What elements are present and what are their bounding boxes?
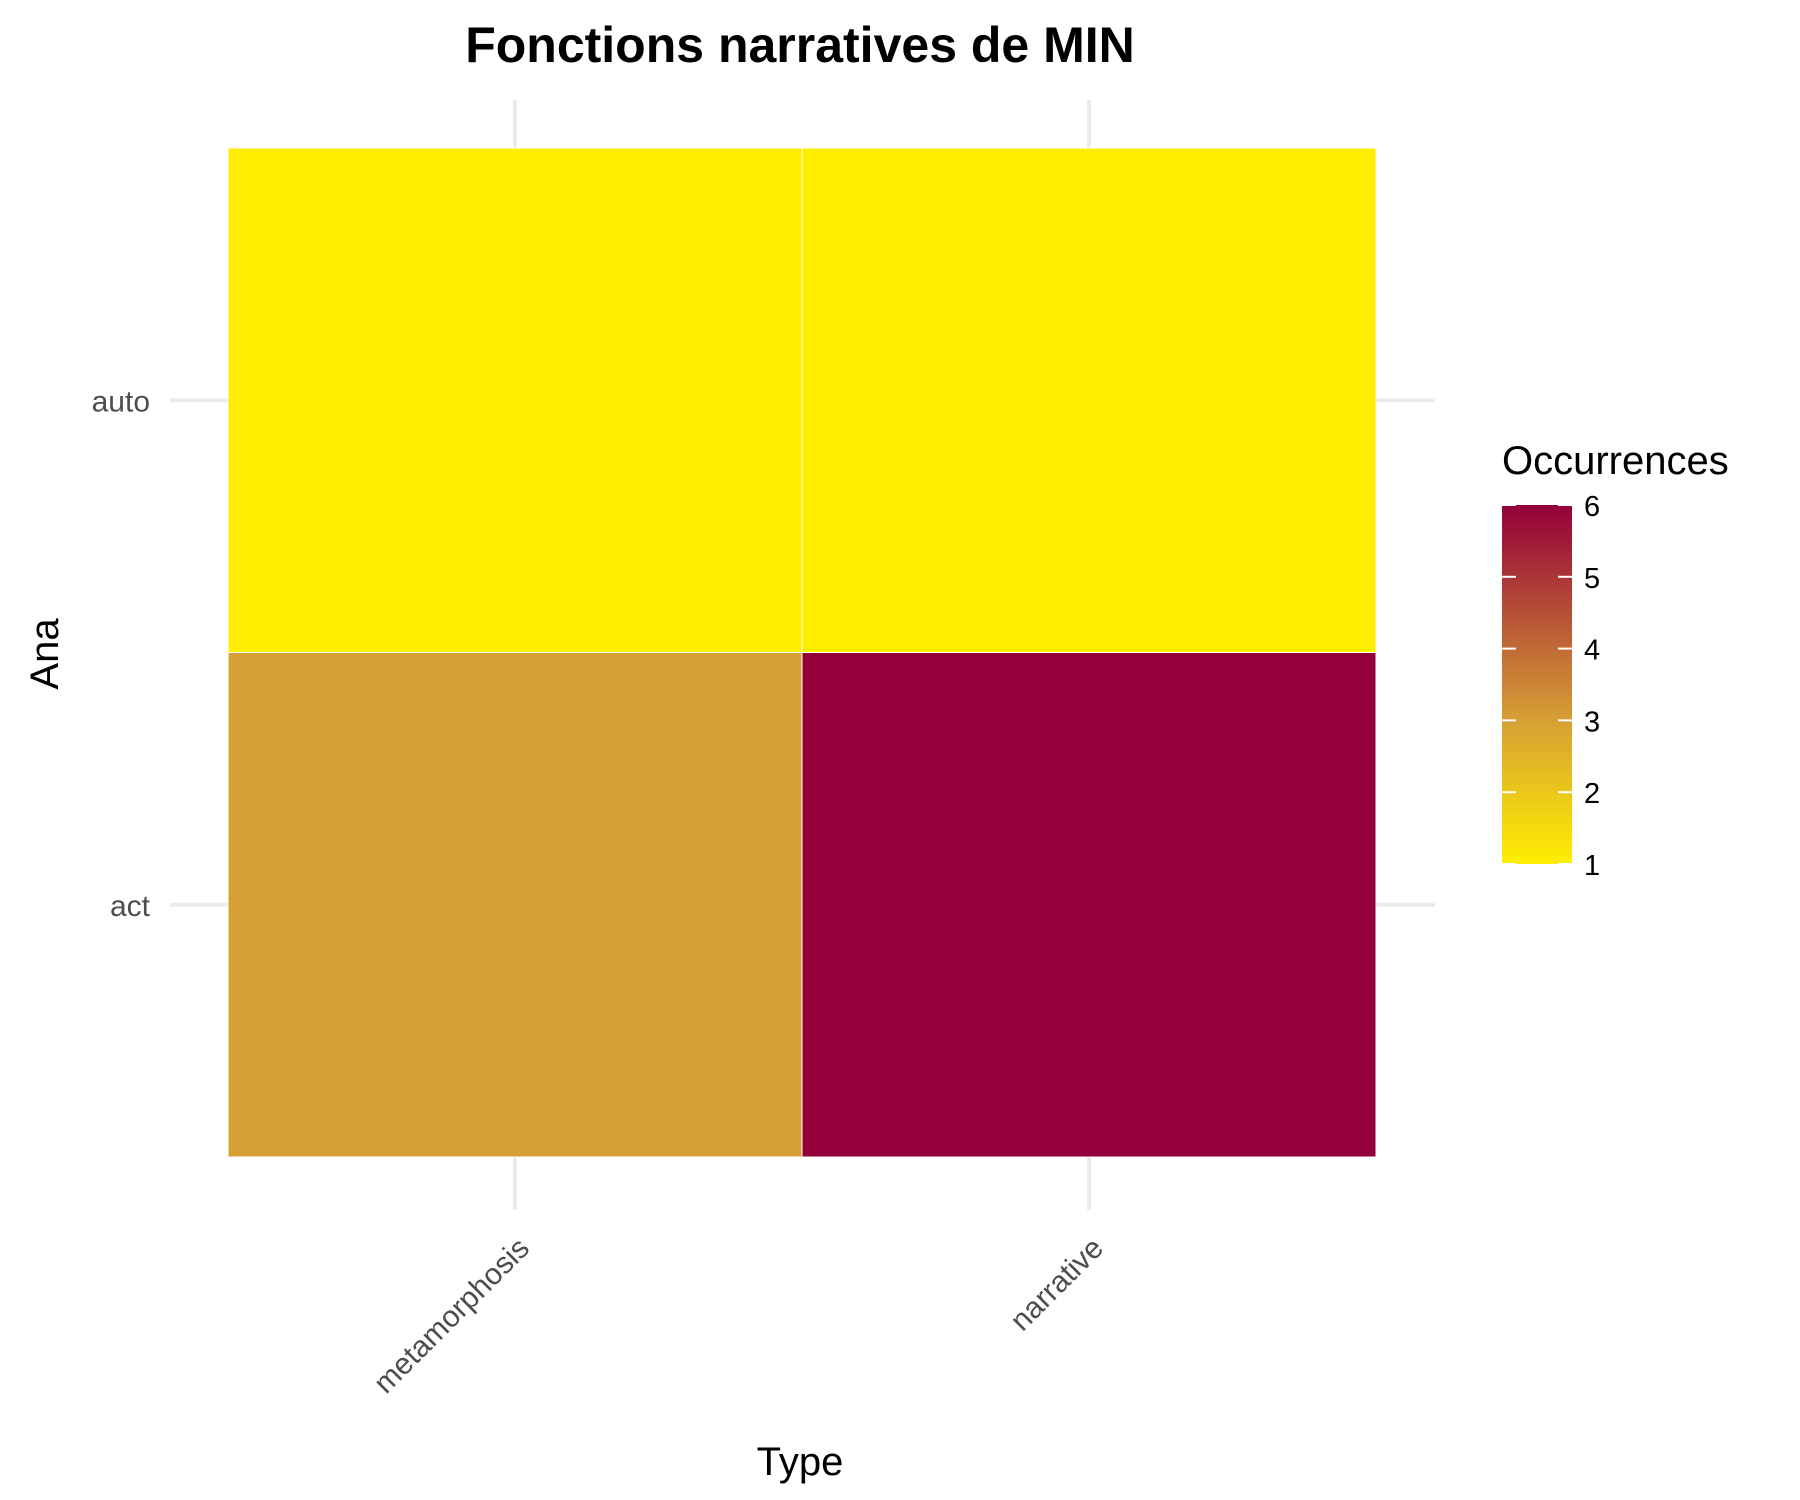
- heatmap-cell-metamorphosis-auto: [227, 147, 803, 653]
- x-tick-label: narrative: [1004, 1232, 1110, 1338]
- legend-tick-label: 2: [1584, 778, 1600, 810]
- chart-title: Fonctions narratives de MIN: [465, 17, 1135, 73]
- legend-tick-label: 3: [1584, 706, 1600, 738]
- y-tick-label: act: [110, 890, 151, 923]
- y-axis-title: Ana: [23, 618, 67, 690]
- color-legend: Occurrences 1 2 3 4 5 6: [1502, 439, 1729, 882]
- legend-tick-label: 6: [1584, 491, 1600, 523]
- heatmap-cell-narrative-auto: [801, 147, 1377, 653]
- y-tick-label: auto: [92, 385, 150, 418]
- x-tick-labels: metamorphosis narrative: [368, 1232, 1110, 1400]
- legend-title: Occurrences: [1502, 439, 1729, 483]
- legend-tick-label: 5: [1584, 563, 1600, 595]
- x-tick-label: metamorphosis: [368, 1232, 536, 1400]
- legend-tick-label: 4: [1584, 635, 1600, 667]
- legend-tick-label: 1: [1584, 850, 1600, 882]
- legend-colorbar: [1502, 505, 1572, 864]
- legend-ticks: 1 2 3 4 5 6: [1502, 491, 1600, 882]
- y-tick-labels: act auto: [92, 385, 151, 923]
- x-axis-title: Type: [757, 1440, 844, 1484]
- heatmap-cells: [227, 147, 1377, 1158]
- heatmap-cell-metamorphosis-act: [227, 652, 803, 1158]
- heatmap-cell-narrative-act: [801, 652, 1377, 1158]
